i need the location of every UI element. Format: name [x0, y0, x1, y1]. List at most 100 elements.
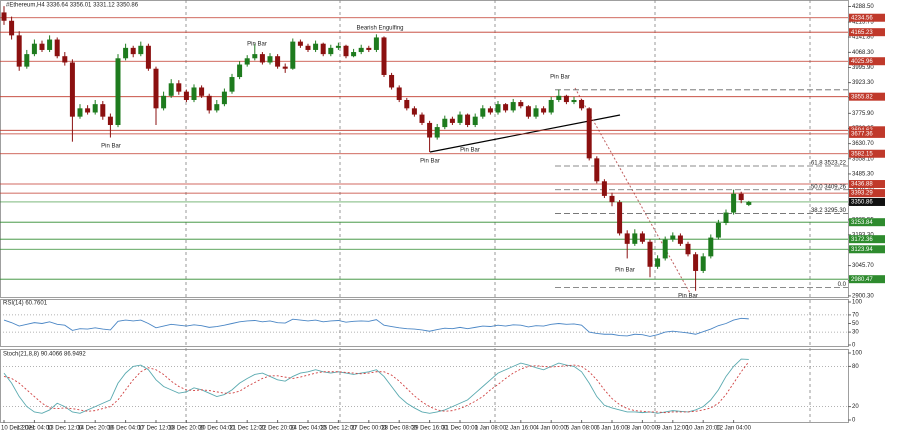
candle-body: [617, 202, 623, 234]
level-label: 3582.15: [851, 151, 873, 157]
candle-body: [47, 39, 53, 50]
candle-body: [548, 99, 554, 113]
candle-body: [624, 233, 630, 244]
candle-body: [161, 95, 167, 109]
candle-body: [214, 104, 220, 111]
candle-body: [472, 116, 478, 126]
candle-body: [389, 74, 395, 88]
x-tick-label: 25 Dec 12:00: [321, 426, 357, 432]
candle-body: [396, 87, 402, 100]
candle-body: [244, 58, 250, 65]
chart-title: #Ethereum,H4 3336.64 3356.01 3331.12 335…: [6, 3, 139, 9]
x-tick-label: 21 Dec 12:00: [229, 426, 265, 432]
x-tick-label: 20 Dec 04:00: [199, 426, 235, 432]
x-tick-label: 10 Jan 20:00: [686, 426, 721, 432]
candle-body: [85, 108, 91, 113]
fib-label: 38.2 3295.30: [811, 208, 847, 214]
x-tick-label: 9 Jan 12:00: [657, 426, 689, 432]
candle-body: [533, 108, 539, 117]
candle-body: [168, 83, 174, 96]
y-tick-label: 2900.30: [852, 293, 874, 299]
level-label-box: [849, 245, 885, 254]
level-label-box: [849, 218, 885, 227]
candle-body: [320, 43, 326, 55]
x-tick-label: 12 Jan 04:00: [716, 426, 751, 432]
fib-label: 61.8 3523.22: [811, 161, 847, 167]
candle-body: [297, 41, 303, 46]
level-label: 3677.36: [851, 131, 873, 137]
candle-body: [738, 193, 744, 201]
candle-body: [465, 114, 471, 126]
level-label: 2980.47: [851, 277, 873, 283]
x-tick-label: 14 Dec 20:00: [77, 426, 113, 432]
y-tick-label: 3045.70: [852, 263, 874, 269]
candle-body: [199, 87, 205, 96]
candle-body: [1, 12, 7, 21]
candle-body: [100, 104, 106, 117]
level-label: 4234.56: [851, 15, 873, 21]
candle-body: [419, 114, 425, 123]
candle-body: [275, 56, 281, 67]
candle-body: [525, 106, 531, 117]
candle-body: [404, 99, 410, 109]
x-tick-label: 8 Jan 00:00: [627, 426, 659, 432]
candle-body: [123, 47, 129, 59]
candle-body: [457, 114, 463, 123]
candle-body: [183, 91, 189, 100]
candle-body: [708, 237, 714, 257]
candle-body: [313, 43, 319, 50]
candle-body: [290, 41, 296, 69]
candle-body: [343, 45, 349, 57]
candle-body: [237, 64, 243, 78]
x-tick-label: 5 Jan 08:00: [566, 426, 598, 432]
x-tick-label: 12 Dec 04:00: [17, 426, 53, 432]
x-tick-label: 24 Dec 04:00: [290, 426, 326, 432]
candle-body: [153, 68, 159, 109]
level-label-box: [849, 149, 885, 158]
candle-body: [351, 52, 357, 57]
annotation: Pin Bar: [101, 144, 121, 150]
candle-body: [176, 83, 182, 92]
candle-body: [632, 233, 638, 244]
level-label-box: [849, 189, 885, 198]
y-tick-label: 3558.10: [852, 156, 874, 162]
candle-body: [487, 108, 493, 113]
x-tick-label: 16 Dec 04:00: [108, 426, 144, 432]
indicator-line: [3, 317, 749, 337]
y-tick-label: 4213.75: [852, 20, 874, 26]
level-label: 3393.29: [851, 191, 873, 197]
y-tick-label: 3775.90: [852, 111, 874, 117]
candle-body: [601, 181, 607, 196]
candle-body: [69, 62, 75, 117]
candle-body: [700, 256, 706, 271]
candle-body: [54, 39, 60, 57]
candle-body: [723, 212, 729, 223]
indicator-line: [3, 358, 749, 414]
x-tick-label: 29 Dec 16:00: [412, 426, 448, 432]
y-tick-label: 3995.90: [852, 65, 874, 71]
y-tick-label: 80: [852, 364, 859, 370]
current-price-label: 3350.86: [851, 200, 873, 206]
stoch-title: Stoch(21,8,8) 90.4066 86.9492: [3, 352, 86, 358]
candle-body: [655, 258, 661, 267]
x-tick-label: 1 Jan 08:00: [475, 426, 507, 432]
candle-body: [677, 235, 683, 244]
level-label: 3855.82: [851, 94, 873, 100]
candle-body: [328, 47, 334, 55]
x-tick-label: 31 Dec 00:00: [442, 426, 478, 432]
candle-body: [639, 233, 645, 242]
y-tick-label: 3923.30: [852, 80, 874, 86]
candle-body: [92, 104, 98, 113]
candle-body: [62, 56, 68, 63]
annotation: Pin Bar: [247, 42, 267, 48]
fib-line: [574, 87, 691, 294]
candle-body: [693, 254, 699, 271]
candle-body: [358, 47, 364, 53]
candle-body: [31, 43, 37, 55]
candle-body: [9, 20, 15, 36]
annotation: Pin Bar: [550, 75, 570, 81]
candle-body: [373, 37, 379, 50]
candle-body: [503, 104, 509, 111]
level-label: 4165.23: [851, 30, 873, 36]
